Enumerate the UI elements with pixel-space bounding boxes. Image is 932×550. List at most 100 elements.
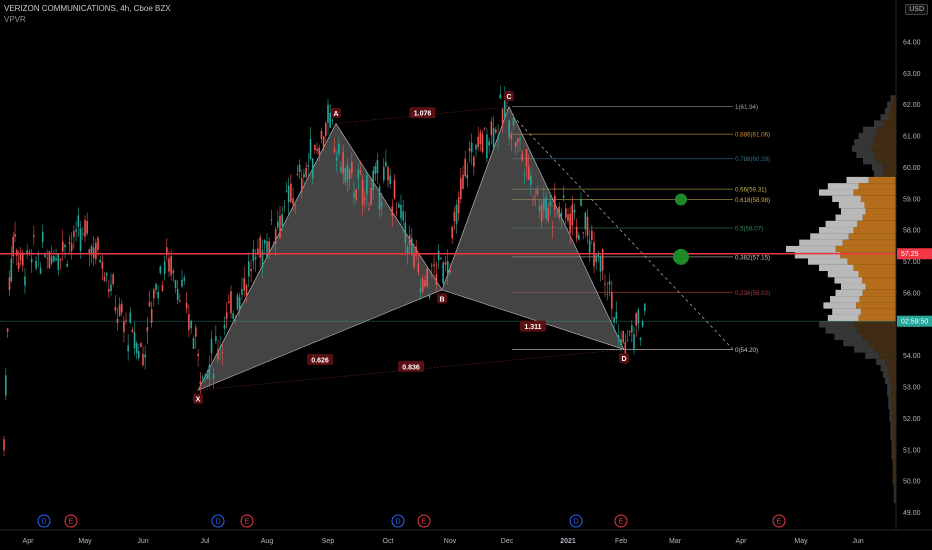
candle-body [620, 339, 622, 345]
profile-bar-up [888, 396, 892, 403]
profile-bar-up [892, 478, 895, 485]
profile-bar-down [887, 365, 896, 372]
candle-body [112, 274, 114, 285]
candle-body [21, 252, 24, 266]
indicator-label[interactable]: VPVR [4, 15, 26, 24]
price-tick-label: 60.00 [903, 165, 921, 172]
profile-bar-down [866, 340, 896, 347]
candle-body [413, 254, 415, 268]
profile-bar-up [874, 120, 884, 127]
pattern-triangle-xab [197, 122, 443, 391]
candle-body [611, 292, 613, 309]
candle-body [24, 276, 26, 286]
profile-bar-down [891, 396, 896, 403]
candle-body [453, 212, 456, 222]
profile-bar-down [893, 440, 896, 447]
time-axis[interactable]: Apr May Jun Jul Aug Sep Oct Nov Dec 2021 Feb Mar Apr… [0, 529, 932, 545]
candle-body [120, 303, 123, 313]
candle-body [608, 281, 611, 285]
candle-body [355, 189, 357, 200]
candle-body [114, 307, 117, 311]
fib-level-label: 0.236(56.02) [735, 290, 770, 297]
candle-body [223, 324, 226, 329]
pattern-point-bg [504, 91, 514, 102]
candle-body [261, 249, 264, 268]
profile-bar-up [830, 296, 860, 303]
candle-body [348, 169, 351, 179]
profile-bar-down [892, 421, 896, 428]
profile-bar-up [834, 277, 863, 284]
candle-body [155, 284, 157, 290]
pattern-point-label: X [196, 397, 201, 404]
candle-body [633, 333, 635, 351]
price-tick-label: 62.00 [903, 102, 921, 109]
candle-body [440, 257, 442, 259]
event-marker-letter: E [69, 519, 74, 526]
event-marker-letter: E [619, 519, 624, 526]
candle-body [428, 294, 431, 298]
profile-bar-up [856, 151, 875, 159]
harmonic-pattern [197, 105, 625, 391]
price-tag-label: 02:59:50 [901, 319, 928, 326]
profile-bar-up [808, 258, 848, 265]
candle-body [234, 318, 237, 320]
time-tick-label: Aug [261, 538, 274, 545]
currency-badge[interactable]: USD [905, 4, 928, 15]
candle-body [584, 212, 587, 230]
fib-level-label: 0.618(58.98) [735, 197, 770, 204]
profile-bar-up [880, 365, 888, 372]
pattern-point-label: D [621, 356, 626, 363]
candle-body [95, 242, 97, 260]
candle-body [197, 354, 199, 357]
profile-bar-down [835, 245, 896, 253]
candle-body [129, 312, 132, 324]
event-marker-letter: D [573, 519, 578, 526]
candle-body [59, 258, 62, 261]
profile-bar-up [858, 132, 876, 140]
time-tick-label: May [794, 538, 808, 545]
time-tick-label: Feb [615, 538, 627, 545]
price-axis[interactable]: 49.0050.0051.0052.0053.0054.0055.0056.00… [895, 0, 932, 530]
fib-level-label: 0(54.20) [735, 347, 758, 354]
event-marker-letter: D [215, 519, 220, 526]
candle-body [46, 257, 48, 259]
profile-bar-up [871, 164, 883, 171]
profile-bar-up [885, 377, 890, 384]
candle-body [79, 228, 82, 251]
candle-body [419, 288, 422, 293]
profile-bar-down [853, 189, 896, 196]
profile-bar-up [890, 427, 893, 435]
profile-bar-down [891, 101, 896, 108]
chart-title: VERIZON COMMUNICATIONS, 4h, Cboe BZX [4, 4, 171, 13]
profile-bar-down [891, 390, 896, 397]
profile-bar-up [876, 358, 886, 366]
profile-bar-down [853, 227, 896, 234]
profile-bar-up [892, 465, 895, 472]
time-tick-label: Sep [322, 538, 335, 545]
candle-body [479, 132, 482, 144]
candle-body [415, 246, 417, 256]
candle-body [159, 266, 162, 273]
candle-body [166, 247, 168, 256]
candle-body [287, 185, 290, 203]
pattern-triangle-bcd [441, 105, 625, 350]
candle-body [257, 248, 259, 254]
profile-bar-down [877, 158, 896, 165]
candle-body [188, 314, 190, 330]
profile-bar-up [841, 283, 866, 290]
candle-body [300, 178, 303, 192]
candle-body [481, 133, 484, 153]
candle-body [259, 237, 261, 258]
candle-body [329, 112, 331, 128]
profile-bar-down [892, 427, 896, 435]
candle-body [424, 279, 426, 287]
candle-body [174, 280, 177, 289]
candle-body [279, 215, 281, 239]
candle-body [55, 258, 57, 260]
candle-body [133, 332, 136, 349]
profile-bar-down [877, 126, 896, 133]
candle-body [118, 304, 121, 316]
candle-body [84, 220, 86, 237]
